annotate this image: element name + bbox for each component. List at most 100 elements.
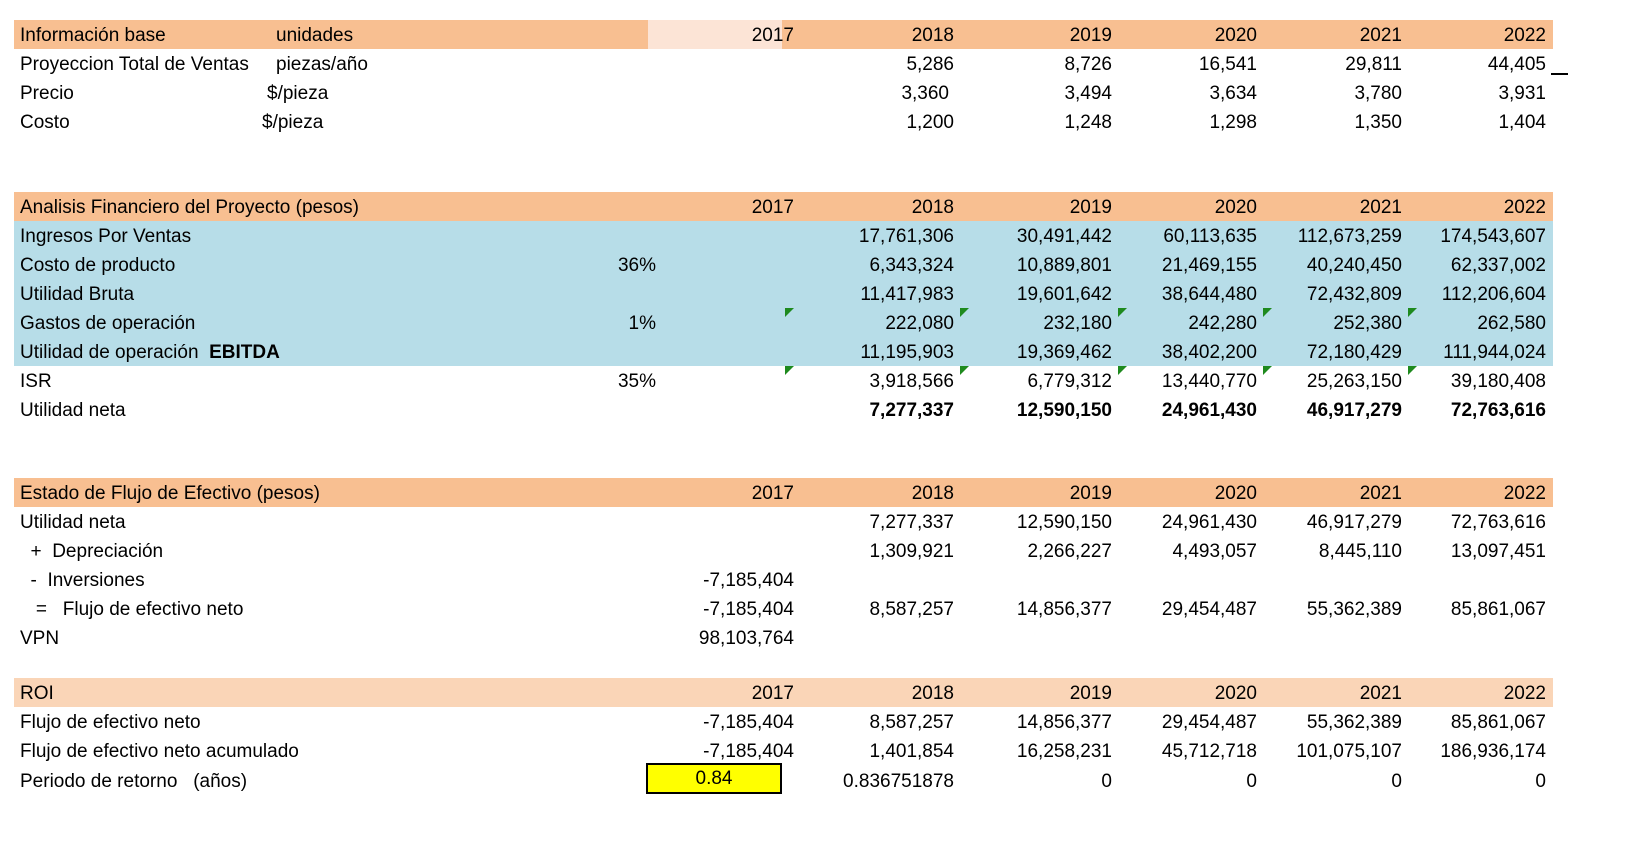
- value-2019: 6,779,312: [1027, 371, 1112, 392]
- value-2022: 85,861,067: [1450, 712, 1546, 733]
- comment-marker-icon[interactable]: [1118, 366, 1127, 375]
- info-base-title: Información base: [20, 25, 166, 46]
- value-2018: 17,761,306: [858, 226, 954, 247]
- row-percent: 36%: [617, 255, 656, 276]
- value-2021: 8,445,110: [1318, 541, 1402, 562]
- row-label: VPN: [20, 628, 60, 649]
- value-2020: 13,440,770: [1161, 371, 1257, 392]
- value-2022: 0: [1535, 771, 1546, 792]
- comment-marker-icon[interactable]: [960, 366, 969, 375]
- value-2018: 0.836751878: [843, 771, 954, 792]
- value-2022: 186,936,174: [1440, 741, 1546, 762]
- value-2018: 7,277,337: [869, 400, 954, 421]
- comment-marker-icon[interactable]: [1118, 308, 1127, 317]
- year-2018: 2018: [911, 197, 954, 218]
- value-2018: 8,587,257: [869, 712, 954, 733]
- value-2019: 3,494: [1064, 83, 1112, 104]
- comment-marker-icon[interactable]: [960, 308, 969, 317]
- value-2020: 242,280: [1188, 313, 1257, 334]
- value-2022: 174,543,607: [1440, 226, 1546, 247]
- row-utilidad-bruta: Utilidad Bruta 11,417,983 19,601,642 38,…: [14, 279, 1553, 308]
- value-2019: 19,601,642: [1016, 284, 1112, 305]
- value-2018: 6,343,324: [869, 255, 954, 276]
- value-2021: 252,380: [1333, 313, 1402, 334]
- row-ventas: Proyeccion Total de Ventas piezas/año 5,…: [14, 49, 1553, 78]
- row-unit: $/pieza: [262, 112, 324, 133]
- value-2019: 12,590,150: [1016, 512, 1112, 533]
- row-label: Precio: [20, 83, 74, 104]
- value-2020: 1,298: [1209, 112, 1257, 133]
- row-unit: $/pieza: [267, 83, 329, 104]
- comment-marker-icon[interactable]: [1408, 308, 1417, 317]
- value-2019: 10,889,801: [1016, 255, 1112, 276]
- value-2021: 1,350: [1354, 112, 1402, 133]
- value-2022: 13,097,451: [1450, 541, 1546, 562]
- value-2021: 29,811: [1345, 54, 1402, 75]
- row-inversiones: - Inversiones -7,185,404: [14, 565, 1553, 594]
- value-2020: 24,961,430: [1161, 512, 1257, 533]
- row-label: Costo de producto: [20, 255, 176, 276]
- value-2019: 14,856,377: [1016, 712, 1112, 733]
- year-2020: 2020: [1214, 197, 1257, 218]
- value-2018: 5,286: [906, 54, 954, 75]
- year-2021: 2021: [1359, 197, 1402, 218]
- year-2021: 2021: [1359, 483, 1402, 504]
- row-label: + Depreciación: [20, 541, 164, 562]
- row-label: Proyeccion Total de Ventas: [20, 54, 249, 75]
- year-2022: 2022: [1503, 197, 1546, 218]
- value-2019: 19,369,462: [1016, 342, 1112, 363]
- value-2020: 60,113,635: [1163, 226, 1257, 247]
- row-label: Periodo de retorno (años): [20, 771, 248, 792]
- value-2021: 55,362,389: [1306, 712, 1402, 733]
- value-2020: 45,712,718: [1161, 741, 1257, 762]
- row-utilidad-operacion: Utilidad de operación EBITDA 11,195,903 …: [14, 337, 1553, 366]
- year-2018: 2018: [911, 25, 954, 46]
- value-2020: 29,454,487: [1161, 599, 1257, 620]
- value-2017: [652, 536, 794, 565]
- comment-marker-icon[interactable]: [1263, 308, 1272, 317]
- comment-marker-icon[interactable]: [1263, 366, 1272, 375]
- comment-marker-icon[interactable]: [1408, 366, 1417, 375]
- year-2019: 2019: [1069, 25, 1112, 46]
- year-2017: 2017: [751, 683, 794, 704]
- value-2018: 11,417,983: [860, 284, 954, 305]
- flujo-header: Estado de Flujo de Efectivo (pesos) 2017…: [14, 478, 1553, 507]
- row-label: - Inversiones: [20, 570, 145, 591]
- value-2022: 85,861,067: [1450, 599, 1546, 620]
- comment-marker-icon[interactable]: [785, 366, 794, 375]
- year-2017: 2017: [751, 197, 794, 218]
- value-2022: 111,944,024: [1443, 342, 1546, 363]
- value-2018: 1,200: [906, 112, 954, 133]
- row-roi-flujo-neto: Flujo de efectivo neto -7,185,404 8,587,…: [14, 707, 1553, 736]
- year-2017: 2017: [751, 483, 794, 504]
- value-2020: 29,454,487: [1161, 712, 1257, 733]
- value-2021: 46,917,279: [1306, 512, 1402, 533]
- row-label: Utilidad Bruta: [20, 284, 135, 305]
- value-2022: 44,405: [1487, 54, 1546, 75]
- row-costo-producto: Costo de producto 36% 6,343,324 10,889,8…: [14, 250, 1553, 279]
- row-percent: 1%: [628, 313, 656, 334]
- value-2021: 40,240,450: [1306, 255, 1402, 276]
- row-label: = Flujo de efectivo neto: [20, 599, 244, 620]
- year-2020: 2020: [1214, 683, 1257, 704]
- year-2020: 2020: [1214, 25, 1257, 46]
- year-2020: 2020: [1214, 483, 1257, 504]
- row-label: Costo: [20, 112, 70, 133]
- year-2019: 2019: [1069, 483, 1112, 504]
- roi-title: ROI: [20, 683, 54, 704]
- comment-marker-icon[interactable]: [785, 308, 794, 317]
- value-2019: 14,856,377: [1016, 599, 1112, 620]
- row-label: Utilidad de operación EBITDA: [20, 337, 280, 366]
- value-2018: 3,918,566: [869, 371, 954, 392]
- row-flujo-acumulado: Flujo de efectivo neto acumulado -7,185,…: [14, 736, 1553, 765]
- value-2022: 72,763,616: [1450, 400, 1546, 421]
- selected-cell-periodo-retorno[interactable]: 0.84: [646, 763, 782, 794]
- value-2022: 1,404: [1498, 112, 1546, 133]
- cell-cursor-mark: [1551, 73, 1568, 75]
- row-label-text: Utilidad de operación: [20, 342, 199, 363]
- row-label: Flujo de efectivo neto: [20, 712, 201, 733]
- value-2017: 98,103,764: [698, 628, 794, 649]
- value-2019: 8,726: [1064, 54, 1112, 75]
- info-base-header: Información base unidades 2017 2018 2019…: [14, 20, 1553, 49]
- ebitda-label: EBITDA: [209, 342, 280, 363]
